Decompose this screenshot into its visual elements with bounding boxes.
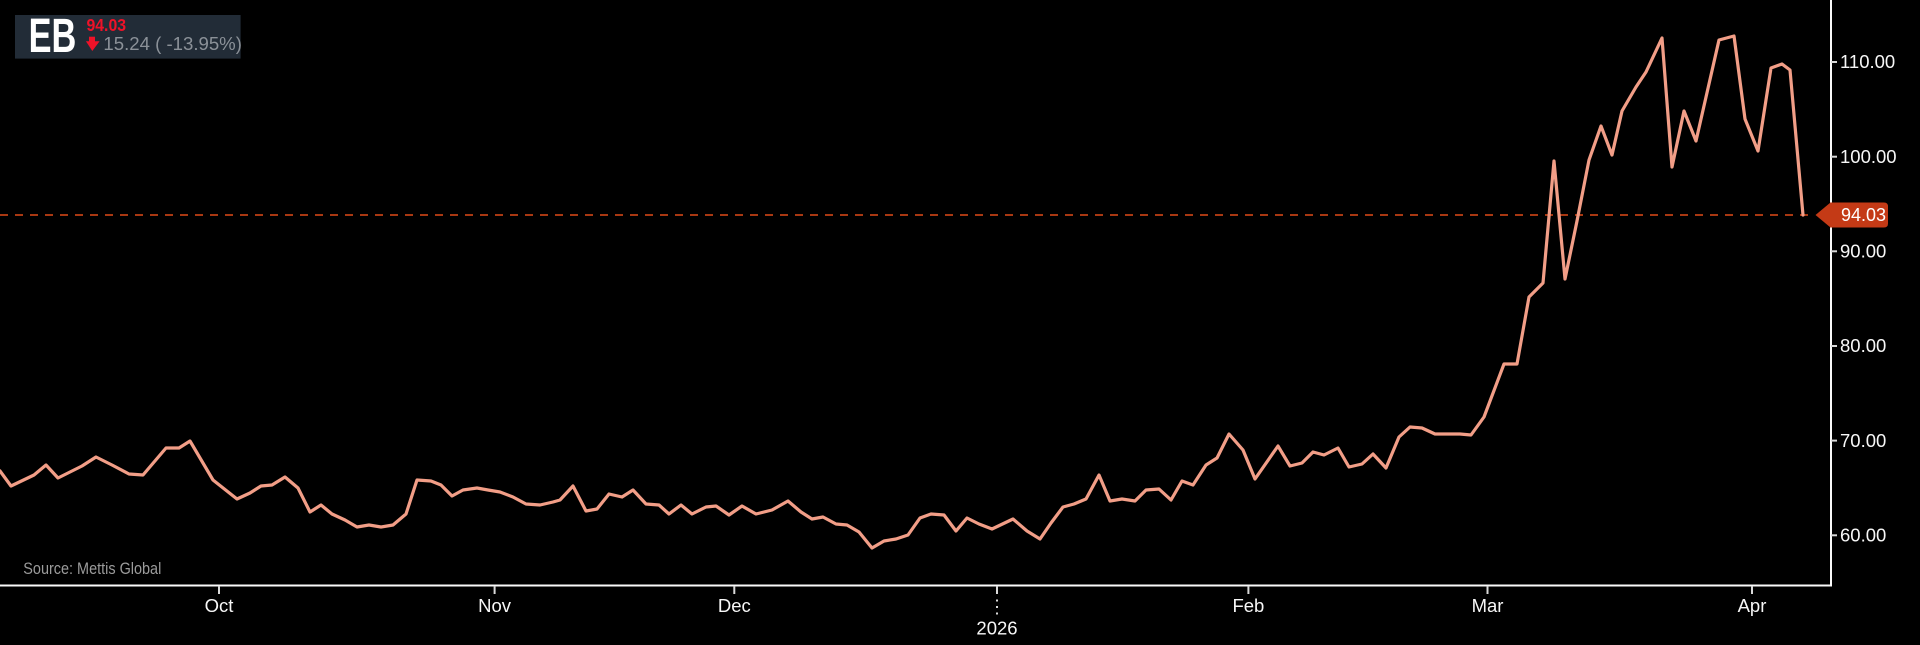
svg-text:15.24 ( -13.95%): 15.24 ( -13.95%)	[103, 33, 242, 54]
svg-text:Apr: Apr	[1738, 595, 1767, 616]
svg-text:Dec: Dec	[718, 595, 751, 616]
svg-text:100.00: 100.00	[1840, 146, 1897, 167]
svg-text:Oct: Oct	[205, 595, 234, 616]
svg-text:110.00: 110.00	[1840, 51, 1895, 72]
svg-text:94.03: 94.03	[1841, 205, 1886, 225]
svg-text:94.03: 94.03	[87, 15, 127, 35]
svg-text:EB: EB	[29, 8, 77, 62]
svg-text:80.00: 80.00	[1840, 335, 1886, 356]
svg-text:Feb: Feb	[1232, 595, 1264, 616]
svg-text:60.00: 60.00	[1840, 525, 1886, 546]
svg-text:Mar: Mar	[1472, 595, 1504, 616]
svg-text:90.00: 90.00	[1840, 241, 1886, 262]
svg-text:70.00: 70.00	[1840, 430, 1886, 451]
svg-text:Nov: Nov	[478, 595, 512, 616]
svg-text:2026: 2026	[976, 618, 1017, 639]
svg-text:Source: Mettis Global: Source: Mettis Global	[23, 559, 161, 578]
